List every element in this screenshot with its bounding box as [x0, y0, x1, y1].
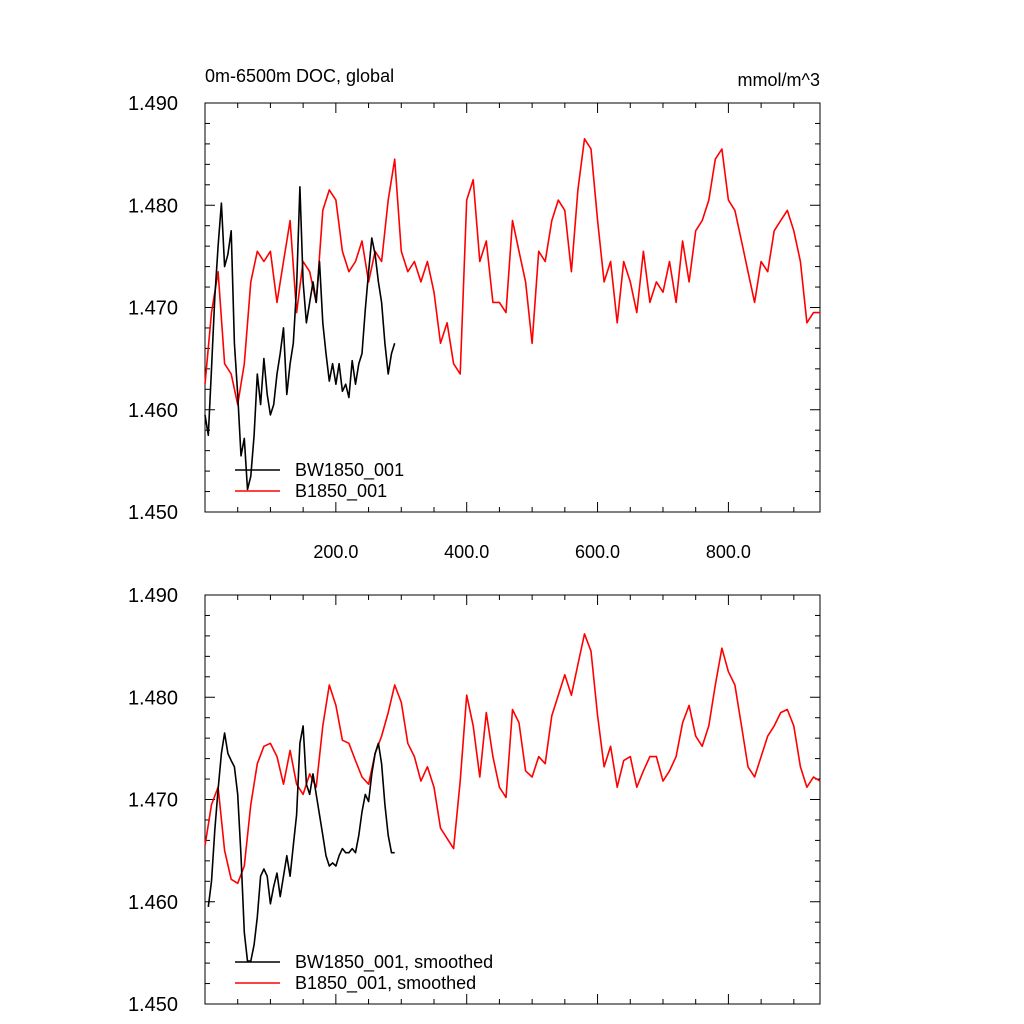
y-tick-label: 1.450 — [128, 502, 178, 524]
series-line-b1850-001-smoothed — [204, 633, 821, 885]
chart-title: 0m-6500m DOC, global — [205, 66, 394, 86]
top-panel: 0m-6500m DOC, global mmol/m^3 200.0 400.0… — [128, 66, 821, 562]
x-tick-label: 600.0 — [575, 542, 620, 562]
y-tick-label: 1.490 — [128, 93, 178, 115]
legend-label: BW1850_001, smoothed — [295, 952, 493, 973]
y-tick-label: 1.460 — [128, 400, 178, 422]
series-line-bw1850-001 — [204, 186, 396, 491]
x-tick-label: 400.0 — [444, 542, 489, 562]
legend-label: BW1850_001 — [295, 460, 404, 481]
series-line-b1850-001 — [204, 138, 820, 406]
y-tick-label: 1.470 — [128, 298, 178, 320]
legend-label: B1850_001 — [295, 481, 387, 502]
legend-label: B1850_001, smoothed — [295, 973, 476, 994]
bottom-panel: 1.450 1.460 1.470 1.480 1.490 BW1850_001, smo… — [128, 585, 821, 1016]
y-tick-label: 1.460 — [128, 892, 178, 914]
y-tick-label: 1.480 — [128, 195, 178, 217]
x-tick-label: 800.0 — [706, 542, 751, 562]
y-tick-label: 1.480 — [128, 687, 178, 709]
y-tick-label: 1.490 — [128, 585, 178, 607]
series-line-bw1850-001-smoothed — [207, 725, 395, 962]
y-tick-label: 1.450 — [128, 994, 178, 1016]
y-tick-label: 1.470 — [128, 790, 178, 812]
units-label: mmol/m^3 — [738, 70, 820, 90]
x-tick-label: 200.0 — [313, 542, 358, 562]
